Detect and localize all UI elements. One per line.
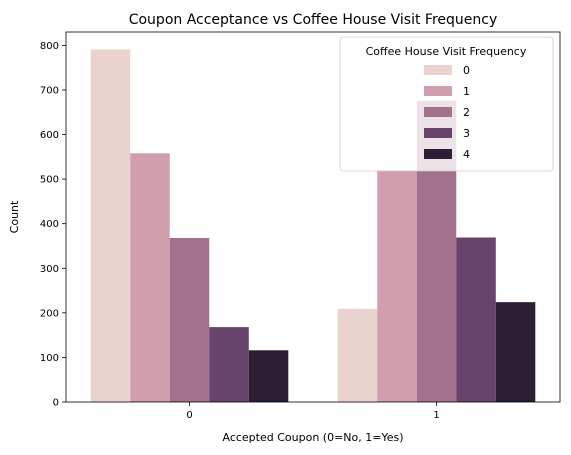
legend-label-2: 2: [463, 106, 470, 119]
legend: Coffee House Visit Frequency 0 1 2 3 4: [339, 36, 554, 172]
bar-accepted-0-freq-4: [248, 350, 289, 402]
legend-title: Coffee House Visit Frequency: [366, 45, 527, 58]
y-tick-label: 600: [40, 130, 59, 141]
bar-accepted-1-freq-4: [495, 302, 536, 402]
x-axis-label: Accepted Coupon (0=No, 1=Yes): [222, 431, 403, 444]
legend-swatch-2: [424, 107, 452, 117]
y-tick-label: 700: [40, 85, 59, 96]
legend-swatch-0: [424, 65, 452, 75]
plot-frame: [65, 31, 561, 403]
y-tick-label: 400: [40, 219, 59, 230]
legend-box: [339, 36, 554, 172]
y-tick-label: 200: [40, 308, 59, 319]
bar-accepted-0-freq-2: [169, 237, 210, 402]
legend-swatch-3: [424, 128, 452, 138]
y-tick-label: 500: [40, 175, 59, 186]
legend-label-0: 0: [463, 64, 470, 77]
y-tick-label: 100: [40, 353, 59, 364]
y-tick-label: 0: [53, 398, 59, 409]
y-axis-label: Count: [8, 200, 21, 233]
legend-swatch-4: [424, 149, 452, 159]
bar-accepted-1-freq-3: [456, 237, 496, 402]
bar-accepted-1-freq-0: [337, 308, 378, 402]
bar-accepted-0-freq-3: [209, 327, 249, 402]
bar-accepted-0-freq-0: [90, 49, 131, 402]
legend-swatch-1: [424, 86, 452, 96]
x-tick-label: 0: [186, 410, 192, 421]
y-tick-label: 800: [40, 41, 59, 52]
chart-title: Coupon Acceptance vs Coffee House Visit …: [129, 12, 498, 28]
y-axis-ticks: 0 100 200 300 400 500 600 700 800: [40, 41, 66, 409]
bar-accepted-1-freq-1: [377, 170, 417, 402]
legend-items: 0 1 2 3 4: [424, 64, 470, 161]
bar-accepted-0-freq-1: [130, 153, 170, 402]
y-tick-label: 300: [40, 264, 59, 275]
x-tick-label: 1: [433, 410, 439, 421]
legend-label-1: 1: [463, 85, 470, 98]
legend-label-4: 4: [463, 148, 470, 161]
legend-label-3: 3: [463, 127, 470, 140]
